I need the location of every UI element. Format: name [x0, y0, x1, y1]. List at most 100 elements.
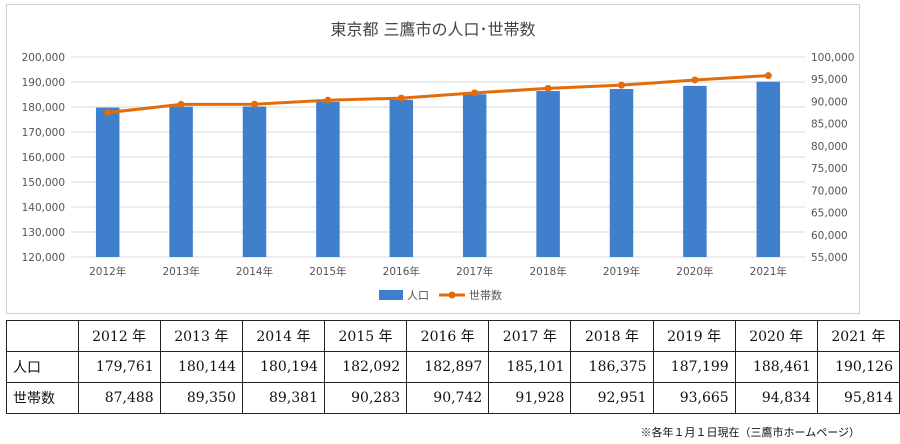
table-cell: 90,283	[323, 382, 408, 414]
bar-population	[169, 106, 193, 257]
line-households-path	[107, 74, 769, 115]
table-row: 人口 179,761 180,144 180,194 182,092 182,897 185…	[6, 351, 900, 383]
y-right-tick-label: 80,000	[811, 141, 848, 153]
table-year-header: 2016 年	[406, 320, 490, 352]
table-cell: 186,375	[570, 351, 654, 383]
y-left-tick-label: 160,000	[22, 152, 65, 164]
y-left-tick-label: 130,000	[22, 227, 65, 239]
bar-population	[609, 89, 634, 257]
table-corner-cell	[6, 320, 79, 352]
point-households	[764, 72, 772, 80]
table-cell: 180,194	[241, 351, 326, 383]
y-right-tick-label: 60,000	[811, 230, 848, 242]
bars-population	[95, 81, 781, 258]
gridlines	[71, 56, 805, 258]
table-cell: 92,951	[570, 382, 654, 414]
point-households	[397, 94, 405, 102]
y-left-tick-label: 200,000	[22, 52, 65, 64]
table-cell: 90,742	[406, 382, 490, 414]
x-tick-label: 2020年	[676, 265, 713, 278]
point-households	[471, 89, 479, 97]
point-households	[324, 96, 332, 104]
bar-population	[683, 85, 707, 257]
y-right-tick-label: 70,000	[811, 185, 848, 197]
table-year-header: 2020 年	[734, 320, 818, 352]
bar-population	[462, 94, 487, 257]
table-cell: 95,814	[816, 382, 900, 414]
chart-svg: 120,000 130,000 140,000 150,000 160,000 170,0…	[22, 20, 855, 302]
table-year-header: 2021 年	[816, 320, 900, 352]
point-households	[691, 76, 699, 84]
table-header-row: 2012 年 2013 年 2014 年 2015 年 2016 年 2017 年 2018…	[6, 320, 900, 352]
table-body: 人口 179,761 180,144 180,194 182,092 182,897 185…	[6, 351, 900, 414]
x-tick-label: 2017年	[456, 265, 493, 278]
y-left-tick-label: 120,000	[22, 252, 65, 264]
table-row: 世帯数 87,488 89,350 89,381 90,283 90,742 91,928 9…	[6, 382, 900, 414]
table-year-header: 2012 年	[77, 320, 161, 352]
y-right-tick-label: 75,000	[811, 163, 848, 175]
table-cell: 180,144	[159, 351, 243, 383]
x-tick-label: 2016年	[383, 265, 420, 278]
table-cell: 182,092	[323, 351, 408, 383]
y-right-tick-label: 90,000	[811, 96, 848, 108]
table-cell: 87,488	[77, 382, 161, 414]
point-households	[177, 100, 185, 108]
table-cell: 91,928	[488, 382, 572, 414]
table-row-label: 世帯数	[6, 382, 79, 414]
y-right-tick-label: 55,000	[811, 252, 848, 264]
point-households	[251, 100, 258, 108]
table-cell: 94,834	[734, 382, 818, 414]
bar-population	[389, 99, 414, 257]
legend-marker-households	[448, 291, 456, 299]
table-year-header: 2019 年	[652, 320, 736, 352]
bar-population	[536, 91, 560, 257]
point-households	[544, 84, 552, 92]
x-tick-label: 2013年	[162, 265, 199, 278]
table-year-header: 2018 年	[570, 320, 654, 352]
bar-population	[242, 106, 267, 257]
bar-population	[316, 101, 340, 258]
y-right-tick-label: 100,000	[811, 52, 854, 64]
chart-title: 東京都 三鷹市の人口･世帯数	[330, 20, 535, 39]
data-table: 2012 年 2013 年 2014 年 2015 年 2016 年 2017 年 2018…	[6, 320, 900, 414]
legend: 人口 世帯数	[379, 289, 502, 302]
x-tick-label: 2018年	[529, 265, 566, 278]
chart-container: 120,000 130,000 140,000 150,000 160,000 170,0…	[6, 4, 860, 314]
point-households	[104, 109, 112, 117]
bar-population	[756, 81, 781, 257]
table-year-header: 2015 年	[323, 320, 408, 352]
table-row-label: 人口	[6, 351, 79, 383]
y-right-tick-label: 65,000	[811, 208, 848, 220]
table-cell: 89,350	[159, 382, 243, 414]
table-cell: 187,199	[652, 351, 736, 383]
line-households	[104, 72, 772, 117]
x-tick-label: 2019年	[603, 265, 640, 278]
bar-population	[95, 107, 120, 257]
table-cell: 185,101	[488, 351, 572, 383]
table-cell: 182,897	[406, 351, 490, 383]
table-cell: 89,381	[241, 382, 326, 414]
footnote: ※各年１月１日現在（三鷹市ホームページ）	[640, 426, 860, 439]
y-right-tick-label: 85,000	[811, 119, 848, 131]
legend-label-population: 人口	[407, 289, 429, 302]
x-tick-label: 2015年	[309, 265, 346, 278]
x-tick-label: 2012年	[89, 265, 126, 278]
legend-label-households: 世帯数	[469, 289, 502, 302]
x-tick-label: 2021年	[750, 265, 787, 278]
table-year-header: 2013 年	[159, 320, 243, 352]
y-left-tick-label: 170,000	[22, 127, 65, 139]
table-year-header: 2014 年	[241, 320, 326, 352]
y-right-tick-label: 95,000	[811, 74, 848, 86]
x-tick-label: 2014年	[236, 265, 273, 278]
table-year-header: 2017 年	[488, 320, 572, 352]
table-cell: 179,761	[77, 351, 161, 383]
axes: 120,000 130,000 140,000 150,000 160,000 170,0…	[22, 52, 855, 278]
y-left-tick-label: 140,000	[22, 202, 65, 214]
table-cell: 93,665	[652, 382, 736, 414]
table-cell: 190,126	[816, 351, 900, 383]
legend-swatch-population	[379, 290, 403, 300]
point-households	[618, 81, 625, 89]
y-left-tick-label: 150,000	[22, 177, 65, 189]
y-left-tick-label: 190,000	[22, 77, 65, 89]
y-left-tick-label: 180,000	[22, 102, 65, 114]
